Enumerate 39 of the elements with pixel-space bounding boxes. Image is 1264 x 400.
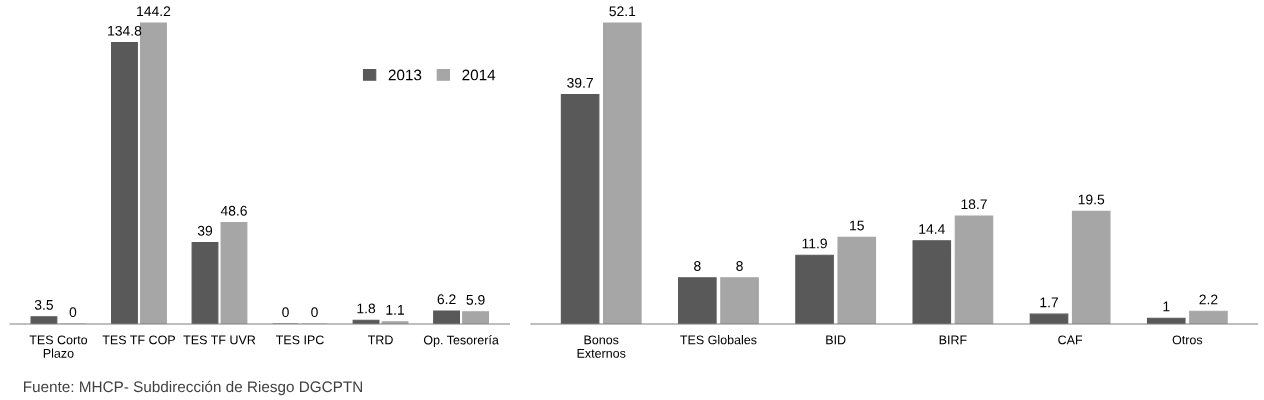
x-tick-label: TRD [367, 335, 393, 345]
legend-label: 2013 [388, 69, 422, 81]
x-tick-label: TES IPC [275, 335, 324, 345]
x-tick-label: BID [826, 335, 846, 345]
data-label: 1.7 [1040, 297, 1058, 308]
data-label: 134.8 [108, 25, 142, 36]
x-tick-label: TES Globales [680, 335, 757, 345]
x-tick-label: TES TF COP [102, 335, 175, 345]
data-label: 1.8 [357, 303, 376, 314]
data-label: 0 [311, 307, 318, 318]
source-note: Fuente: MHCP- Subdirección de Riesgo DGCPTN [24, 380, 362, 396]
x-tick-label: TES TF UVR [183, 335, 256, 345]
data-label: 2.2 [1199, 294, 1218, 305]
x-tick-label: Otros [1172, 335, 1203, 345]
data-label: 52.1 [609, 6, 636, 17]
x-tick-label: TES Corto Plazo [29, 335, 88, 358]
data-label: 14.4 [919, 224, 945, 234]
data-label: 5.9 [466, 294, 485, 305]
data-label: 0 [282, 307, 289, 318]
data-label: 48.6 [220, 205, 247, 216]
data-label: 15 [850, 220, 864, 231]
x-tick-label: BIRF [939, 335, 967, 345]
x-tick-label: CAF [1058, 335, 1083, 345]
data-label: 11.9 [802, 238, 827, 249]
data-label: 8 [694, 261, 701, 271]
x-tick-label: Bonos Externos [577, 335, 626, 358]
data-label: 18.7 [961, 199, 987, 210]
x-tick-label: Op. Tesorería [423, 335, 499, 347]
data-label: 8 [736, 261, 743, 271]
data-label: 6.2 [437, 294, 456, 305]
data-label: 39.7 [567, 77, 593, 88]
legend-label: 2014 [462, 69, 496, 81]
data-label: 1 [1163, 301, 1170, 312]
data-label: 0 [69, 307, 77, 318]
data-label: 1.1 [386, 305, 405, 315]
data-label: 19.5 [1078, 194, 1105, 205]
data-label: 39 [197, 225, 213, 236]
data-label: 3.5 [34, 299, 54, 310]
data-label: 144.2 [137, 6, 171, 16]
